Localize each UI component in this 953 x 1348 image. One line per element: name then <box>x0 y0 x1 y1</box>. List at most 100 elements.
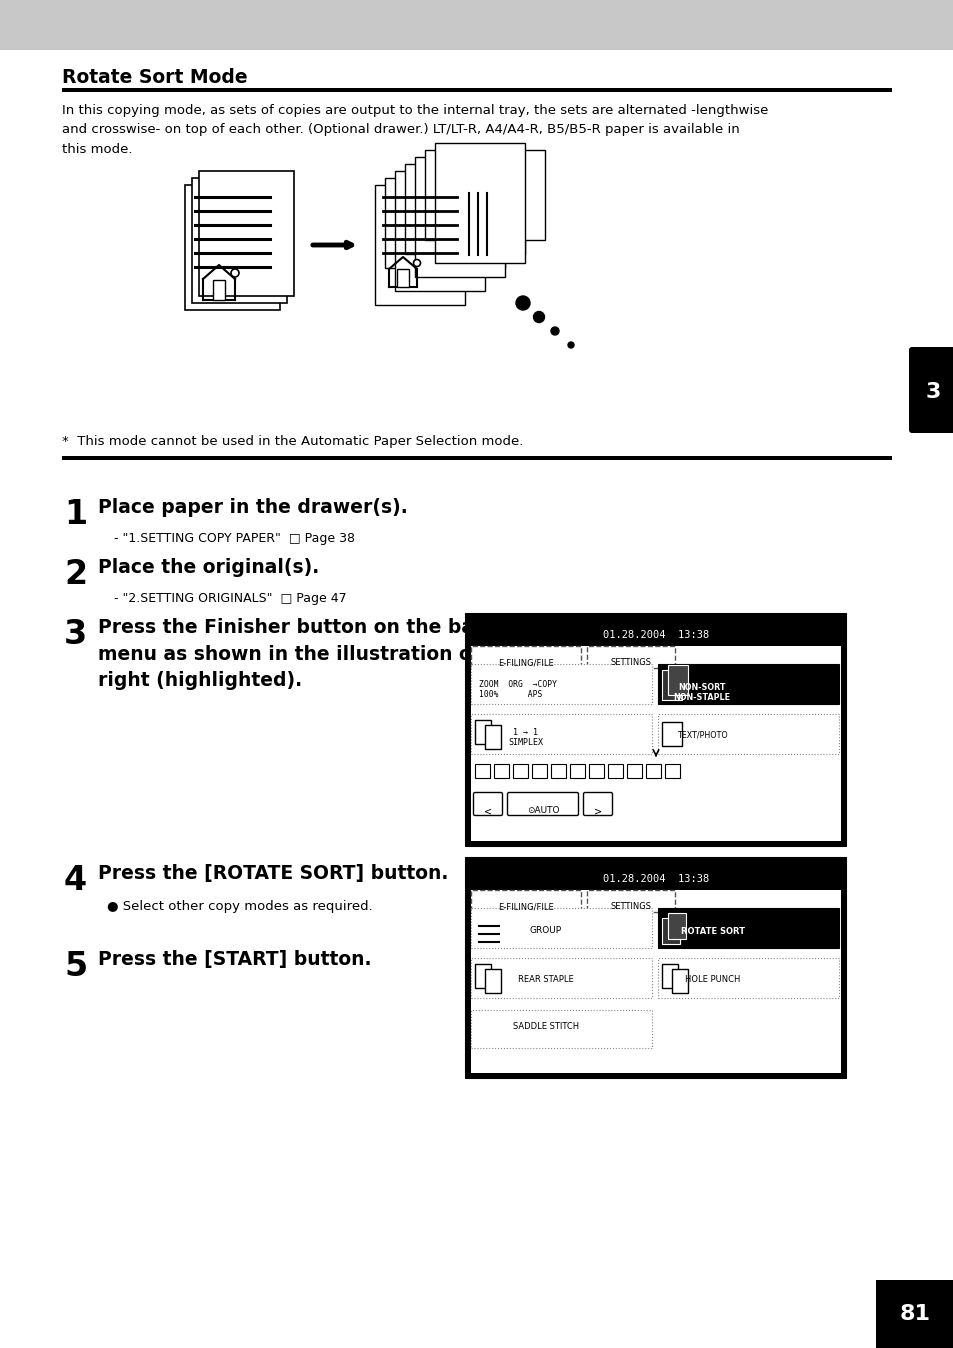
FancyBboxPatch shape <box>583 793 612 816</box>
Bar <box>667 665 687 696</box>
Text: <: < <box>483 806 492 816</box>
Bar <box>192 178 287 303</box>
Bar <box>395 171 484 291</box>
Bar <box>375 185 464 305</box>
Text: - "1.SETTING COPY PAPER"  □ Page 38: - "1.SETTING COPY PAPER" □ Page 38 <box>113 532 355 545</box>
Text: Press the [START] button.: Press the [START] button. <box>98 950 371 969</box>
Text: 3: 3 <box>924 381 940 402</box>
Bar <box>875 1281 953 1348</box>
Text: HOLE PUNCH: HOLE PUNCH <box>684 975 740 984</box>
Bar <box>658 665 838 704</box>
Bar <box>471 714 651 754</box>
Text: >: > <box>594 806 601 816</box>
Text: NON-STAPLE: NON-STAPLE <box>673 693 730 702</box>
Bar <box>471 665 651 704</box>
Bar <box>385 178 504 268</box>
Bar <box>0 0 953 50</box>
Text: TEXT/PHOTO: TEXT/PHOTO <box>676 731 726 740</box>
Text: REAR STAPLE: REAR STAPLE <box>517 975 574 984</box>
Bar <box>465 613 845 847</box>
FancyBboxPatch shape <box>507 793 578 816</box>
Text: 1: 1 <box>64 497 87 531</box>
Bar <box>658 909 838 948</box>
Text: ROTATE SORT: ROTATE SORT <box>680 927 744 936</box>
Text: Press the [ROTATE SORT] button.: Press the [ROTATE SORT] button. <box>98 864 448 883</box>
Bar <box>484 725 500 749</box>
Bar <box>471 890 580 913</box>
Bar <box>415 156 504 276</box>
Circle shape <box>533 311 544 322</box>
Bar <box>62 456 891 460</box>
Text: E-FILING/FILE: E-FILING/FILE <box>497 658 554 667</box>
Bar <box>62 88 891 92</box>
Text: Place paper in the drawer(s).: Place paper in the drawer(s). <box>98 497 407 518</box>
Bar <box>213 280 225 301</box>
Bar <box>532 764 546 778</box>
Bar <box>465 857 845 1078</box>
Text: Place the original(s).: Place the original(s). <box>98 558 319 577</box>
Text: Rotate Sort Mode: Rotate Sort Mode <box>62 67 248 88</box>
Text: NON-SORT: NON-SORT <box>678 683 725 692</box>
Bar <box>661 670 681 700</box>
Bar <box>471 909 651 948</box>
Bar <box>645 764 660 778</box>
Text: 81: 81 <box>899 1304 929 1324</box>
Bar <box>471 646 841 841</box>
Text: ⊙AUTO: ⊙AUTO <box>526 806 558 816</box>
Text: Press the Finisher button on the basic
menu as shown in the illustration on the
: Press the Finisher button on the basic m… <box>98 617 526 690</box>
Bar <box>569 764 584 778</box>
Circle shape <box>567 342 574 348</box>
Bar <box>658 958 838 998</box>
Text: 4: 4 <box>64 864 87 896</box>
Bar <box>185 185 280 310</box>
Text: 01.28.2004  13:38: 01.28.2004 13:38 <box>602 874 708 884</box>
Circle shape <box>413 260 420 267</box>
Text: ● Select other copy modes as required.: ● Select other copy modes as required. <box>107 900 373 913</box>
Bar <box>661 723 681 745</box>
Bar <box>494 764 509 778</box>
Circle shape <box>516 297 530 310</box>
Text: 2: 2 <box>64 558 87 590</box>
Text: In this copying mode, as sets of copies are output to the internal tray, the set: In this copying mode, as sets of copies … <box>62 104 767 156</box>
Bar <box>471 958 651 998</box>
Text: SETTINGS: SETTINGS <box>610 658 651 667</box>
Bar <box>435 143 524 263</box>
Bar <box>667 913 685 940</box>
Bar <box>396 270 409 287</box>
Bar <box>586 646 675 669</box>
FancyBboxPatch shape <box>908 346 953 433</box>
Bar <box>588 764 603 778</box>
Bar <box>551 764 565 778</box>
Bar <box>199 171 294 297</box>
Circle shape <box>551 328 558 336</box>
Circle shape <box>231 270 239 276</box>
Bar <box>513 764 527 778</box>
Bar <box>671 969 687 993</box>
Bar <box>607 764 622 778</box>
Bar <box>661 964 678 988</box>
Text: 100%      APS: 100% APS <box>478 690 542 700</box>
Text: *  This mode cannot be used in the Automatic Paper Selection mode.: * This mode cannot be used in the Automa… <box>62 435 523 448</box>
Bar <box>484 969 500 993</box>
Bar <box>586 890 675 913</box>
Text: SIMPLEX: SIMPLEX <box>508 737 543 747</box>
Text: 3: 3 <box>64 617 87 651</box>
Bar <box>664 764 679 778</box>
Bar <box>471 646 580 669</box>
Bar <box>475 964 491 988</box>
Bar <box>405 164 524 253</box>
Text: SETTINGS: SETTINGS <box>610 902 651 911</box>
Text: SADDLE STITCH: SADDLE STITCH <box>513 1022 578 1031</box>
FancyBboxPatch shape <box>473 793 502 816</box>
Text: - "2.SETTING ORIGINALS"  □ Page 47: - "2.SETTING ORIGINALS" □ Page 47 <box>113 592 346 605</box>
Text: 5: 5 <box>64 950 87 983</box>
Text: 1 → 1: 1 → 1 <box>513 728 537 737</box>
Bar <box>424 150 544 240</box>
Bar <box>475 764 490 778</box>
Text: 01.28.2004  13:38: 01.28.2004 13:38 <box>602 630 708 640</box>
Text: ZOOM  ORG  →COPY: ZOOM ORG →COPY <box>478 679 557 689</box>
Bar <box>658 714 838 754</box>
Text: E-FILING/FILE: E-FILING/FILE <box>497 902 554 911</box>
Bar <box>471 1010 651 1047</box>
Bar <box>475 720 491 744</box>
